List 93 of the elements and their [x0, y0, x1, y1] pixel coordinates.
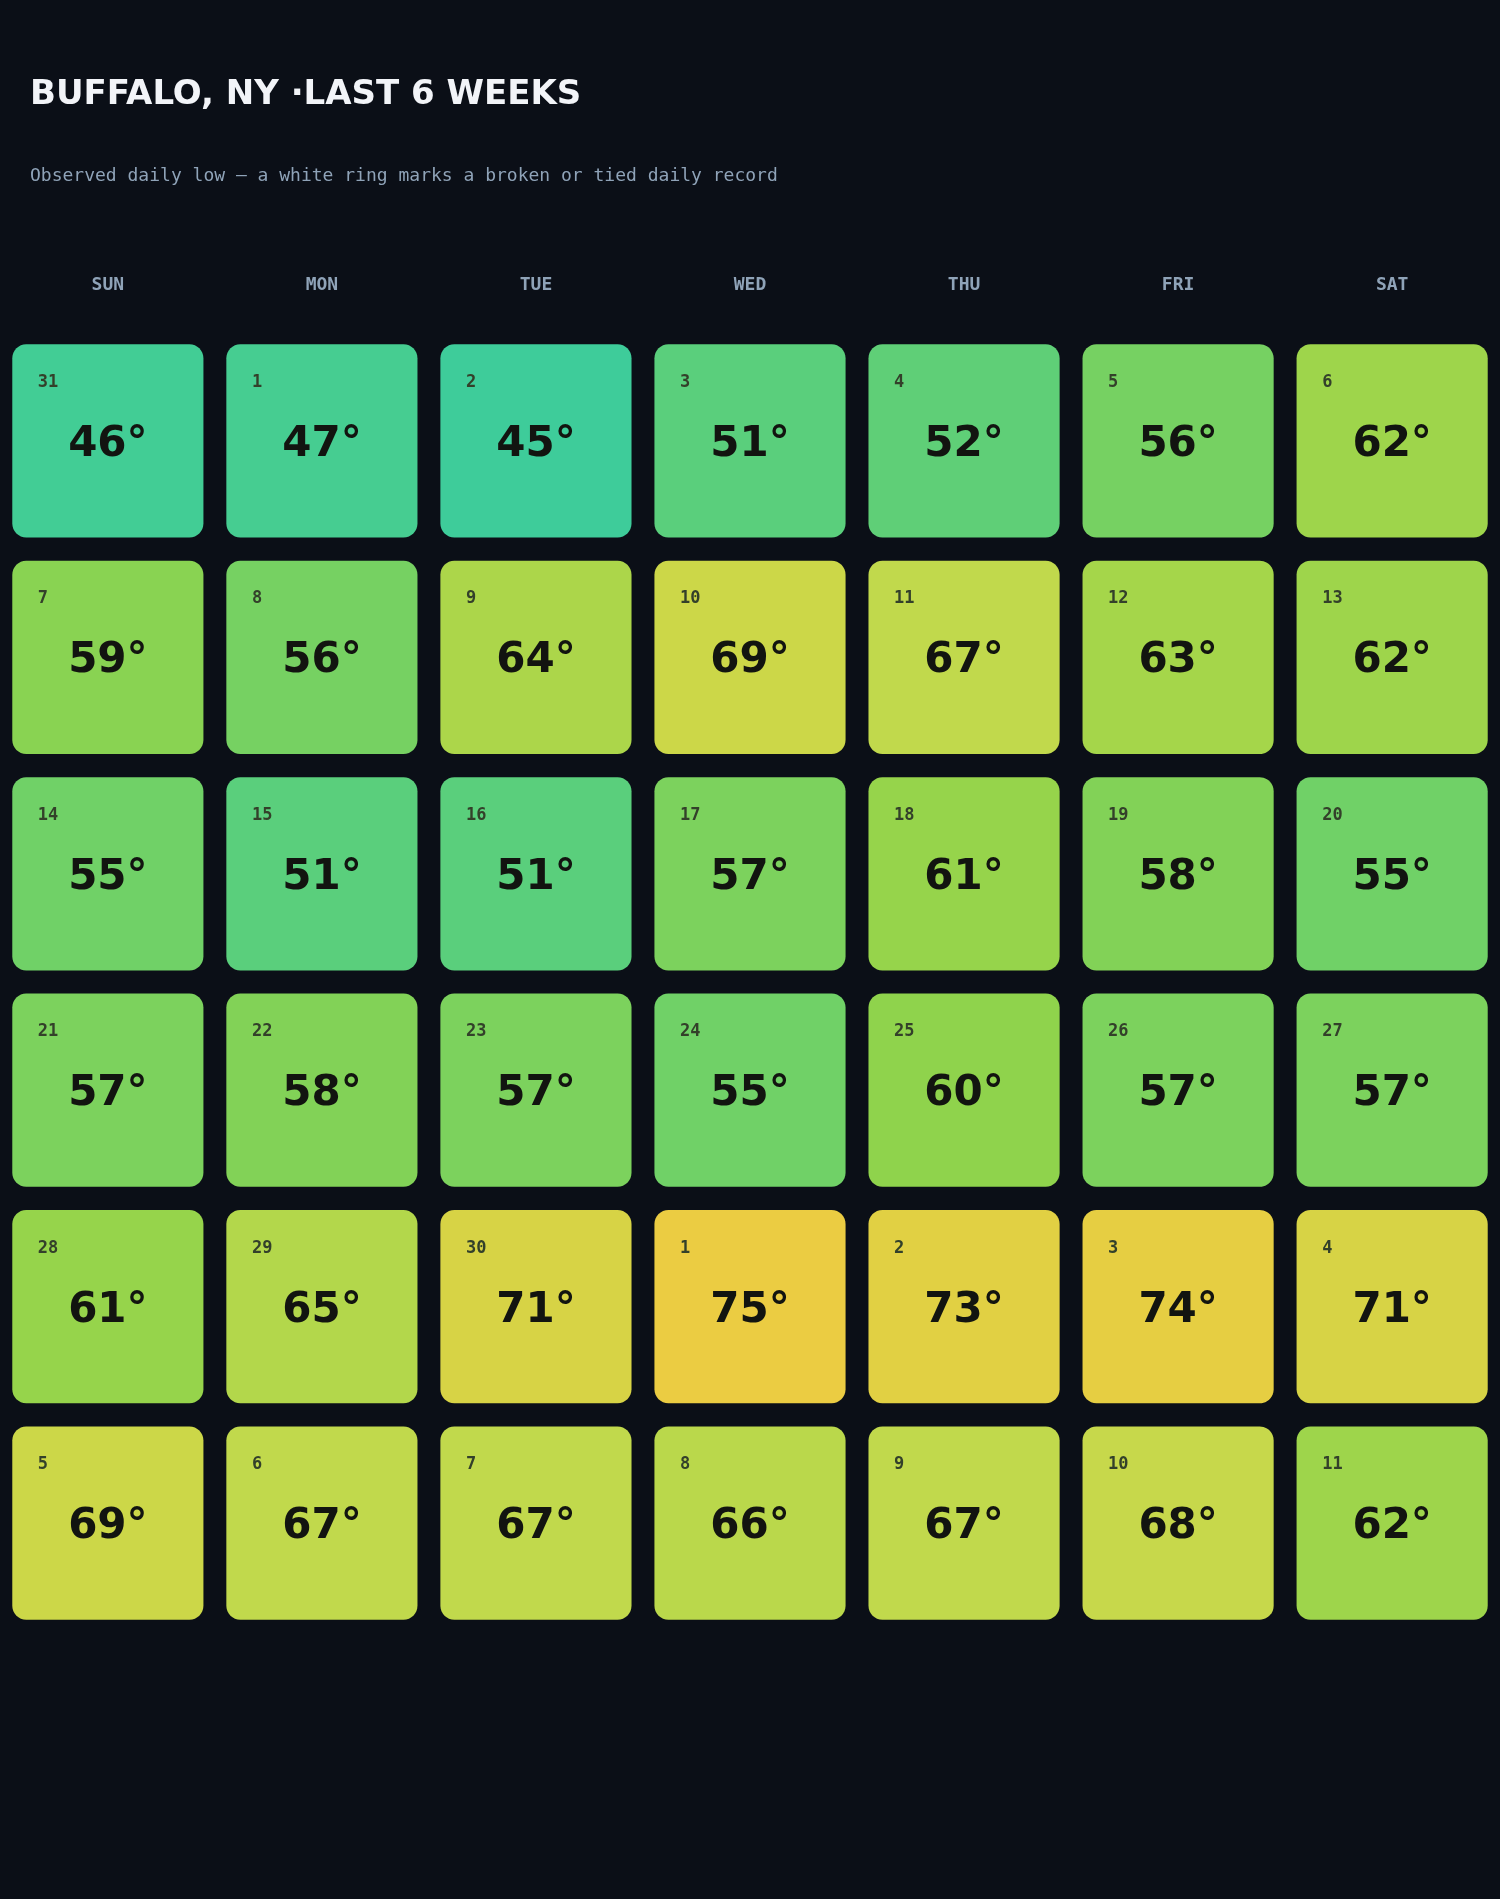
annotation: 7 [37, 587, 49, 608]
annotation: 2 [465, 370, 477, 391]
data-label: 67° [496, 1499, 576, 1549]
data-label: 56° [1138, 416, 1218, 466]
annotation: 1 [251, 370, 263, 391]
data-label: 57° [1138, 1066, 1218, 1116]
data-label: 58° [282, 1066, 362, 1116]
annotation: 21 [37, 1020, 59, 1041]
data-label: 71° [496, 1282, 576, 1332]
data-label: 57° [496, 1066, 576, 1116]
annotation: 8 [251, 587, 263, 608]
annotation: 5 [37, 1453, 49, 1474]
annotation: 4 [1322, 1236, 1333, 1257]
annotation: 11 [894, 587, 915, 608]
data-label: 60° [924, 1066, 1004, 1116]
x-tick-label: MON [305, 272, 339, 294]
data-label: 67° [924, 1499, 1004, 1549]
data-label: 57° [710, 849, 790, 899]
data-label: 59° [68, 633, 148, 683]
annotation: 9 [894, 1453, 905, 1474]
annotation: 6 [1322, 370, 1333, 391]
chart-subtitle: Observed daily low — a white ring marks a broken or tied daily record [30, 164, 778, 185]
data-label: 71° [1352, 1282, 1432, 1332]
annotation: 26 [1108, 1020, 1129, 1041]
data-label: 45° [496, 416, 576, 466]
annotation: 29 [251, 1236, 273, 1257]
data-label: 75° [710, 1282, 790, 1332]
data-label: 46° [68, 416, 148, 466]
annotation: 19 [1108, 803, 1129, 824]
data-label: 47° [282, 416, 362, 466]
data-label: 66° [710, 1499, 790, 1549]
annotation: 3 [1108, 1236, 1119, 1257]
annotation: 18 [894, 803, 915, 824]
data-label: 61° [68, 1282, 148, 1332]
annotation: 10 [1108, 1453, 1129, 1474]
annotation: 2 [894, 1236, 905, 1257]
annotation: 10 [680, 587, 701, 608]
annotation: 25 [894, 1020, 915, 1041]
annotation: 15 [251, 803, 273, 824]
annotation: 14 [37, 803, 59, 824]
annotation: 27 [1322, 1020, 1343, 1041]
data-label: 67° [282, 1499, 362, 1549]
annotation: 8 [680, 1453, 691, 1474]
data-label: 55° [1352, 849, 1432, 899]
data-label: 69° [710, 633, 790, 683]
annotation: 1 [680, 1236, 691, 1257]
x-tick-label: TUE [519, 272, 553, 294]
data-label: 67° [924, 633, 1004, 683]
annotation: 13 [1322, 587, 1343, 608]
annotation: 4 [894, 370, 905, 391]
data-label: 62° [1352, 633, 1432, 683]
annotation: 5 [1108, 370, 1119, 391]
annotation: 6 [251, 1453, 263, 1474]
data-label: 51° [496, 849, 576, 899]
data-label: 74° [1138, 1282, 1218, 1332]
data-label: 68° [1138, 1499, 1218, 1549]
annotation: 30 [465, 1236, 487, 1257]
data-label: 55° [68, 849, 148, 899]
data-label: 51° [710, 416, 790, 466]
data-label: 65° [282, 1282, 362, 1332]
x-tick-label: FRI [1161, 272, 1195, 294]
chart-title: BUFFALO, NY ·LAST 6 WEEKS [30, 72, 582, 112]
data-label: 58° [1138, 849, 1218, 899]
annotation: 28 [37, 1236, 59, 1257]
data-label: 57° [68, 1066, 148, 1116]
data-label: 51° [282, 849, 362, 899]
annotation: 9 [465, 587, 477, 608]
data-label: 64° [496, 633, 576, 683]
annotation: 7 [465, 1453, 477, 1474]
data-label: 63° [1138, 633, 1218, 683]
data-label: 57° [1352, 1066, 1432, 1116]
annotation: 17 [680, 803, 701, 824]
annotation: 31 [37, 370, 59, 391]
annotation: 12 [1108, 587, 1129, 608]
annotation: 22 [251, 1020, 273, 1041]
data-label: 62° [1352, 416, 1432, 466]
data-label: 56° [282, 633, 362, 683]
data-label: 55° [710, 1066, 790, 1116]
x-tick-label: SAT [1375, 272, 1409, 294]
annotation: 20 [1322, 803, 1343, 824]
annotation: 11 [1322, 1453, 1343, 1474]
data-label: 52° [924, 416, 1004, 466]
annotation: 16 [465, 803, 487, 824]
data-label: 73° [924, 1282, 1004, 1332]
annotation: 24 [680, 1020, 701, 1041]
annotation: 23 [465, 1020, 487, 1041]
x-tick-label: WED [733, 272, 767, 294]
data-label: 62° [1352, 1499, 1432, 1549]
annotation: 3 [680, 370, 691, 391]
data-label: 61° [924, 849, 1004, 899]
data-label: 69° [68, 1499, 148, 1549]
x-tick-label: THU [947, 272, 981, 294]
x-tick-label: SUN [91, 272, 125, 294]
